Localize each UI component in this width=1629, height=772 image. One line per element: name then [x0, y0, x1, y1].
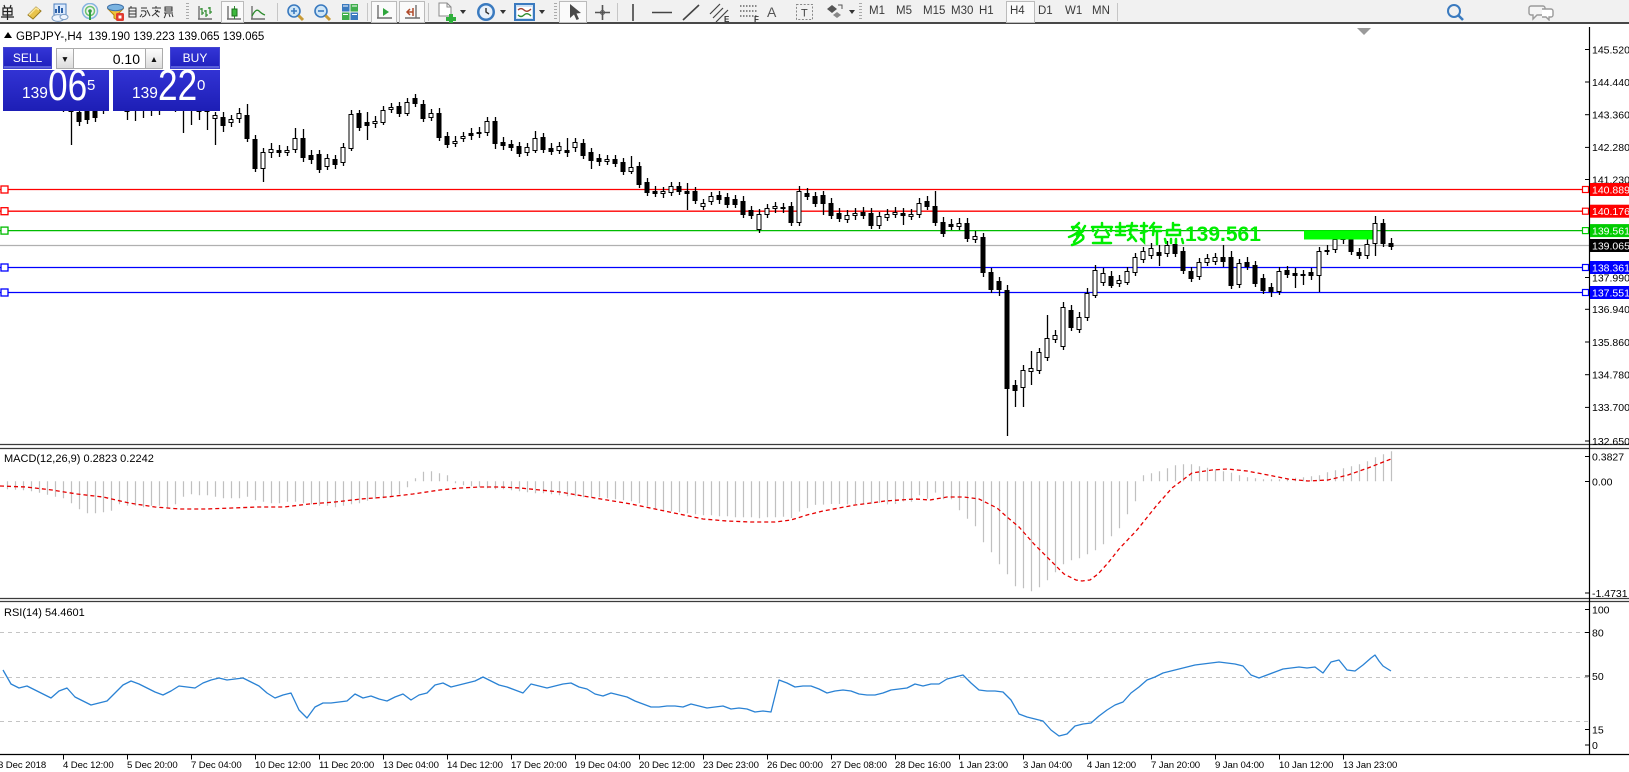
svg-text:3 Jan 04:00: 3 Jan 04:00 [1023, 760, 1072, 771]
svg-text:0.00: 0.00 [1592, 476, 1613, 488]
svg-text:137.551: 137.551 [1592, 287, 1629, 299]
svg-text:23 Dec 23:00: 23 Dec 23:00 [703, 760, 759, 771]
svg-text:80: 80 [1592, 627, 1604, 639]
svg-text:15: 15 [1592, 724, 1604, 736]
svg-text:139.561: 139.561 [1592, 225, 1629, 237]
svg-text:132.650: 132.650 [1592, 436, 1629, 448]
svg-text:10 Dec 12:00: 10 Dec 12:00 [255, 760, 311, 771]
svg-text:-1.4731: -1.4731 [1592, 588, 1628, 600]
svg-text:F: F [754, 15, 759, 23]
svg-text:3 Dec 2018: 3 Dec 2018 [0, 760, 46, 771]
svg-text:138.361: 138.361 [1592, 262, 1629, 274]
svg-text:135.860: 135.860 [1592, 337, 1629, 349]
svg-text:17 Dec 20:00: 17 Dec 20:00 [511, 760, 567, 771]
svg-text:E: E [724, 15, 730, 23]
svg-text:RSI(14) 54.4601: RSI(14) 54.4601 [4, 607, 85, 619]
svg-text:140.889: 140.889 [1592, 184, 1629, 196]
svg-text:0.3827: 0.3827 [1592, 451, 1624, 463]
svg-text:T: T [801, 8, 808, 20]
svg-text:26 Dec 00:00: 26 Dec 00:00 [767, 760, 823, 771]
svg-text:19 Dec 04:00: 19 Dec 04:00 [575, 760, 631, 771]
svg-text:7 Jan 20:00: 7 Jan 20:00 [1151, 760, 1200, 771]
svg-text:27 Dec 08:00: 27 Dec 08:00 [831, 760, 887, 771]
svg-text:139.561: 139.561 [1185, 223, 1261, 246]
svg-text:13 Jan 23:00: 13 Jan 23:00 [1343, 760, 1397, 771]
svg-text:142.280: 142.280 [1592, 142, 1629, 154]
svg-text:7 Dec 04:00: 7 Dec 04:00 [191, 760, 242, 771]
svg-text:20 Dec 12:00: 20 Dec 12:00 [639, 760, 695, 771]
svg-text:11 Dec 20:00: 11 Dec 20:00 [319, 760, 374, 771]
svg-text:143.360: 143.360 [1592, 110, 1629, 122]
svg-text:MACD(12,26,9) 0.2823 0.2242: MACD(12,26,9) 0.2823 0.2242 [4, 453, 154, 465]
svg-text:134.780: 134.780 [1592, 370, 1629, 382]
svg-text:GBPJPY-,H4 139.190 139.223 13: GBPJPY-,H4 139.190 139.223 139.065 139.0… [16, 31, 264, 43]
svg-text:145.520: 145.520 [1592, 44, 1629, 56]
svg-text:5 Dec 20:00: 5 Dec 20:00 [127, 760, 178, 771]
svg-text:13 Dec 04:00: 13 Dec 04:00 [383, 760, 439, 771]
svg-text:10 Jan 12:00: 10 Jan 12:00 [1279, 760, 1333, 771]
svg-text:136.940: 136.940 [1592, 304, 1629, 316]
svg-text:133.700: 133.700 [1592, 402, 1629, 414]
svg-text:28 Dec 16:00: 28 Dec 16:00 [895, 760, 951, 771]
svg-text:14 Dec 12:00: 14 Dec 12:00 [447, 760, 503, 771]
svg-text:144.440: 144.440 [1592, 77, 1629, 89]
svg-text:50: 50 [1592, 671, 1604, 683]
svg-text:139.065: 139.065 [1592, 240, 1629, 252]
svg-text:9 Jan 04:00: 9 Jan 04:00 [1215, 760, 1264, 771]
svg-text:140.176: 140.176 [1592, 206, 1629, 218]
svg-text:100: 100 [1592, 604, 1610, 616]
svg-text:4 Dec 12:00: 4 Dec 12:00 [63, 760, 114, 771]
svg-text:4 Jan 12:00: 4 Jan 12:00 [1087, 760, 1136, 771]
svg-text:0: 0 [1592, 740, 1598, 752]
svg-text:1 Jan 23:00: 1 Jan 23:00 [959, 760, 1008, 771]
svg-text:137.990: 137.990 [1592, 272, 1629, 284]
